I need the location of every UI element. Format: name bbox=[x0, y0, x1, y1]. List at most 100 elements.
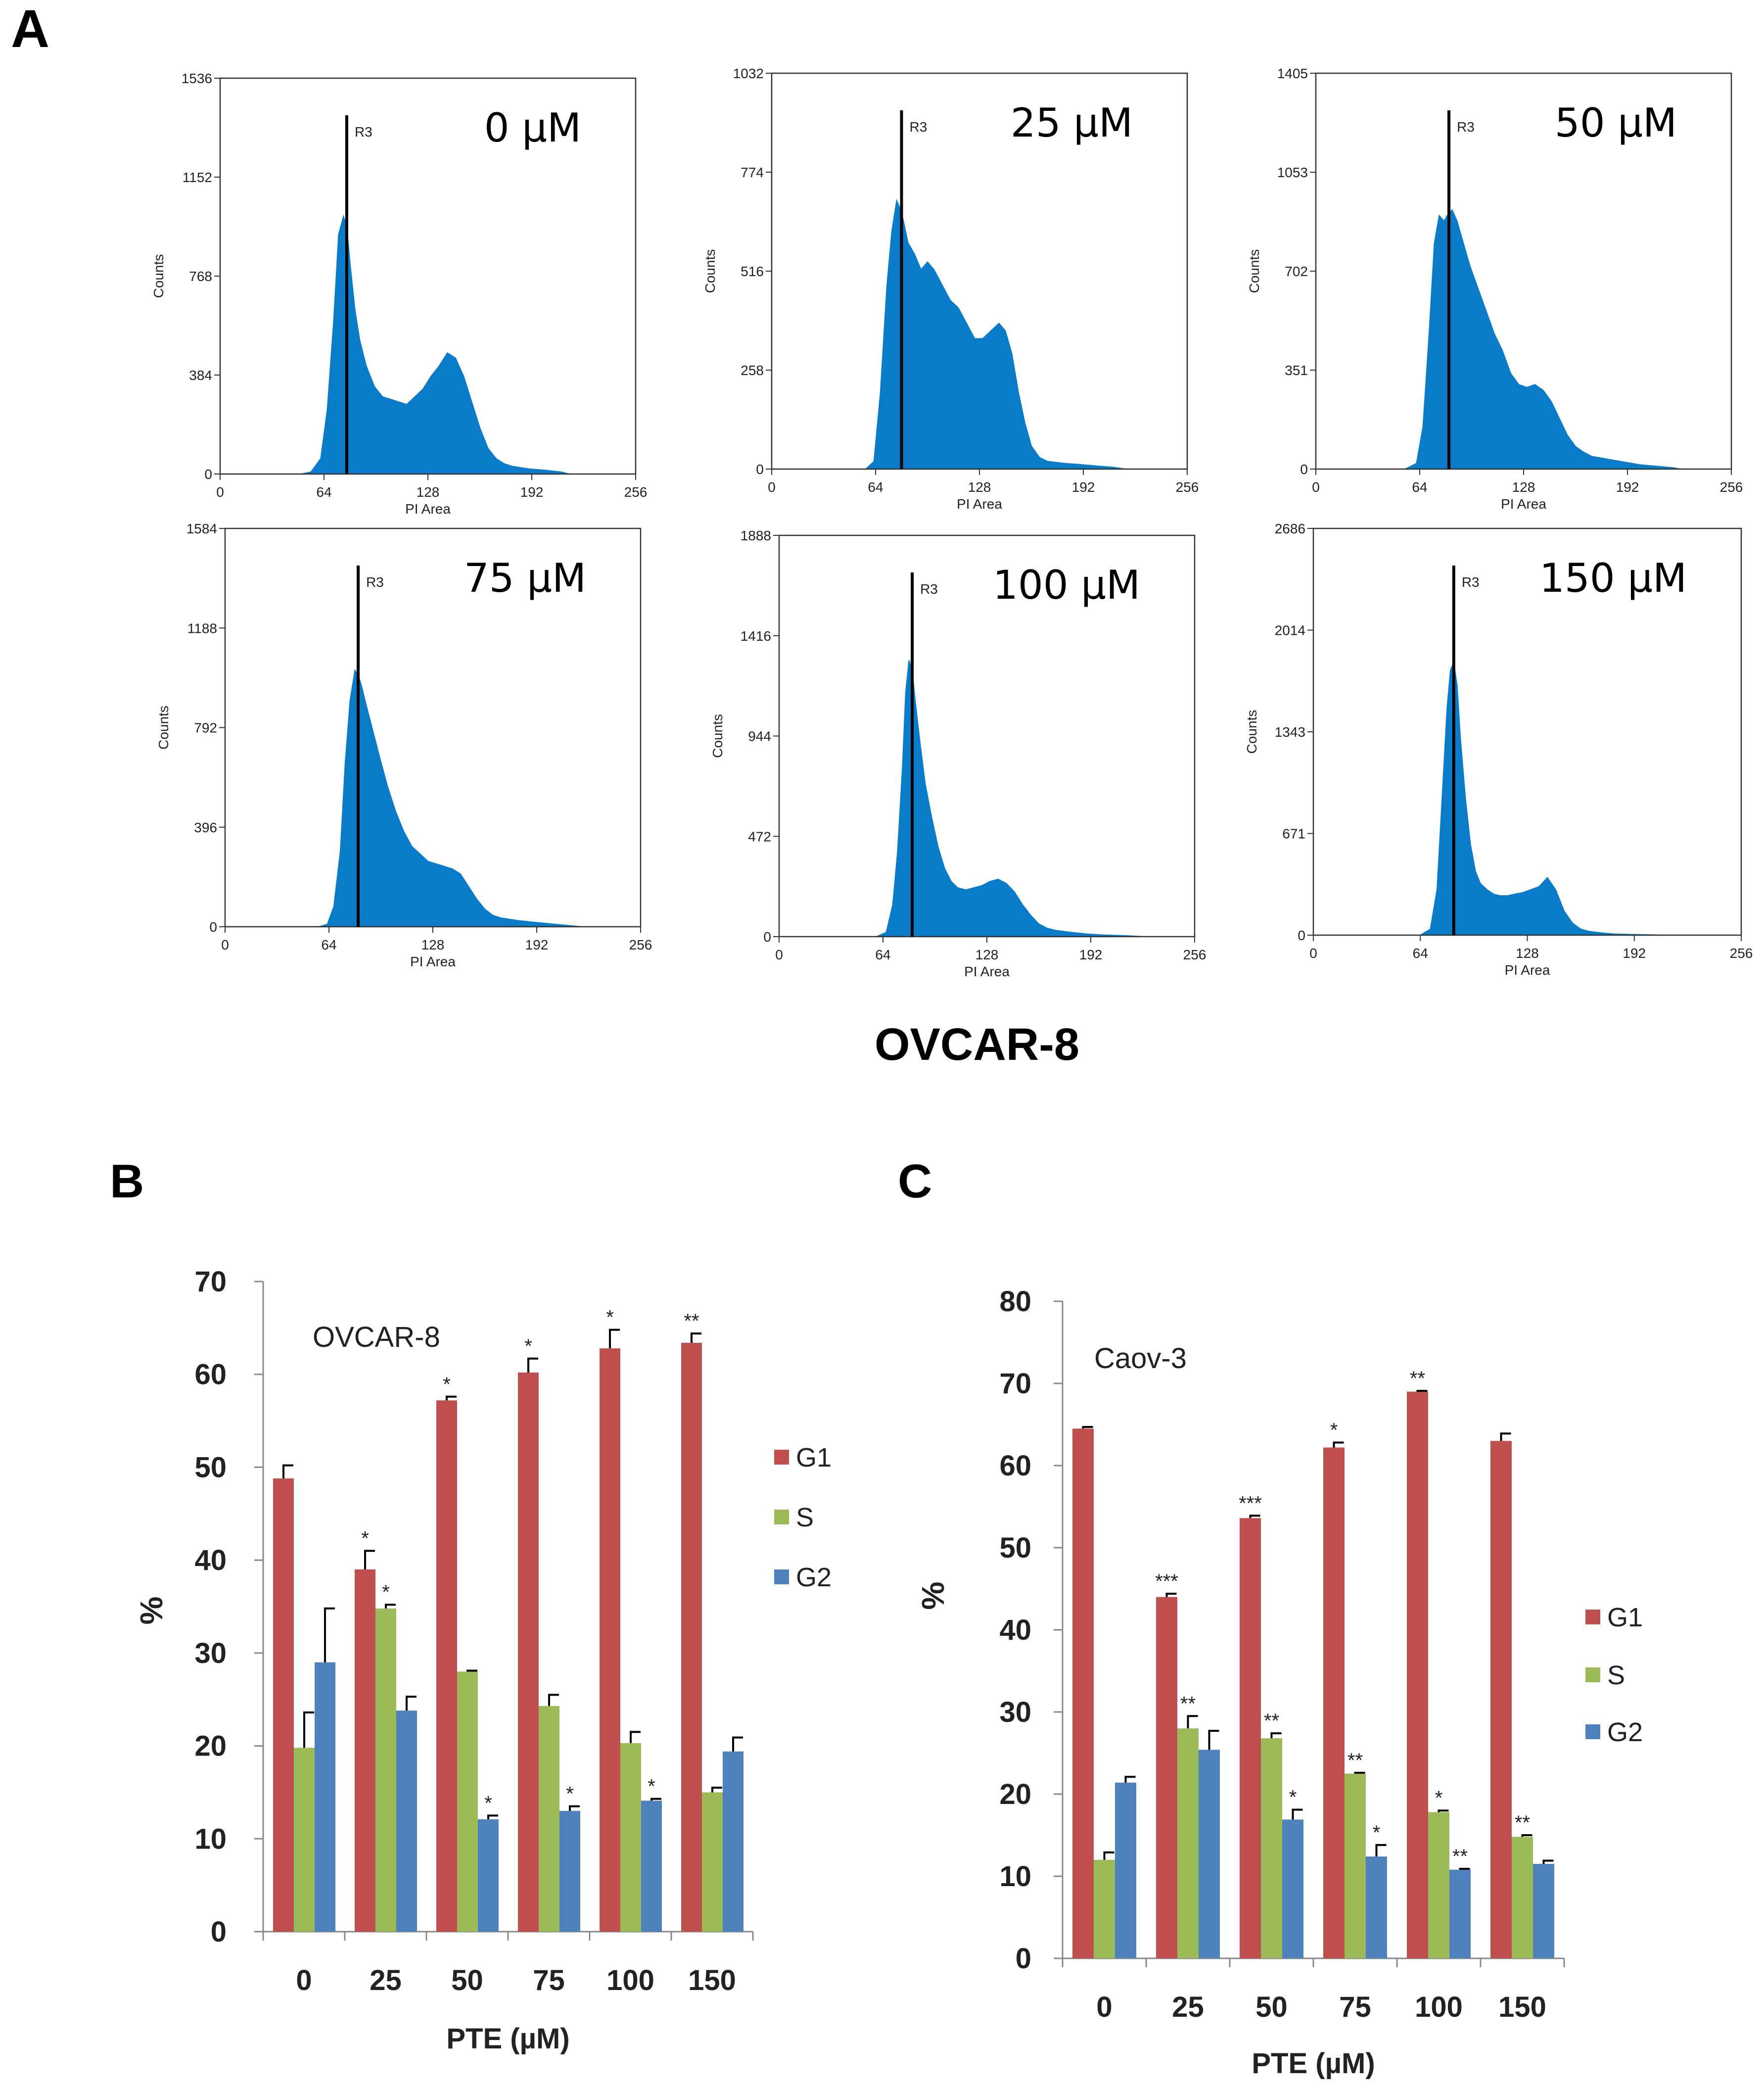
y-tick-label: 768 bbox=[189, 269, 212, 284]
significance-mark: ** bbox=[1347, 1750, 1363, 1771]
y-tick-label: 1405 bbox=[1277, 66, 1308, 81]
y-tick-label: 0 bbox=[763, 929, 771, 945]
histogram-area bbox=[301, 214, 569, 475]
x-tick-label: 25 bbox=[370, 1964, 402, 1996]
bar-g2 bbox=[1282, 1819, 1303, 1958]
x-tick-label: 256 bbox=[1183, 947, 1207, 962]
panel-label-b: B bbox=[110, 1155, 144, 1208]
y-axis-label: Counts bbox=[702, 249, 718, 293]
significance-mark: * bbox=[566, 1783, 574, 1805]
legend-swatch-s bbox=[774, 1510, 789, 1524]
x-tick-label: 64 bbox=[875, 947, 890, 962]
x-tick-label: 75 bbox=[533, 1964, 565, 1996]
y-tick-label: 0 bbox=[1016, 1943, 1031, 1975]
histogram-panel-5: R3 100 µM 0 64 128 192 256 PI Area 0 472 944 1416 18… bbox=[710, 528, 1206, 979]
y-tick-label: 10 bbox=[194, 1823, 227, 1855]
x-tick-label: 192 bbox=[1079, 947, 1103, 962]
x-tick-label: 256 bbox=[1730, 946, 1753, 961]
y-tick-label: 1888 bbox=[741, 528, 771, 543]
histogram-panel-6: R3 150 µM 0 64 128 192 256 PI Area 0 671 1343 2014 2… bbox=[1244, 521, 1753, 978]
y-tick-label: 10 bbox=[999, 1860, 1031, 1893]
significance-mark: ** bbox=[684, 1310, 699, 1332]
y-tick-label: 2014 bbox=[1275, 623, 1305, 638]
x-tick-label: 150 bbox=[1498, 1991, 1546, 2023]
y-tick-label: 60 bbox=[194, 1359, 227, 1391]
x-tick-label: 192 bbox=[520, 484, 544, 500]
significance-mark: * bbox=[443, 1374, 451, 1395]
significance-mark: * bbox=[382, 1581, 390, 1603]
bar-g2 bbox=[723, 1751, 743, 1932]
x-tick-label: 0 bbox=[216, 484, 224, 500]
y-tick-label: 1152 bbox=[183, 170, 212, 185]
x-axis-label: PI Area bbox=[964, 964, 1010, 979]
chart-title: Caov-3 bbox=[1094, 1342, 1187, 1375]
y-tick-label: 70 bbox=[194, 1266, 227, 1298]
significance-mark: *** bbox=[1155, 1570, 1178, 1592]
x-tick-label: 0 bbox=[1096, 1991, 1112, 2023]
y-tick-label: 40 bbox=[999, 1614, 1031, 1646]
y-tick-label: 0 bbox=[211, 1916, 227, 1948]
x-tick-label: 128 bbox=[421, 937, 445, 952]
y-tick-label: 472 bbox=[748, 829, 771, 844]
y-tick-label: 60 bbox=[999, 1450, 1031, 1482]
y-tick-label: 671 bbox=[1282, 826, 1305, 842]
x-axis-label: PTE (µM) bbox=[446, 2023, 569, 2055]
x-tick-label: 0 bbox=[1309, 946, 1317, 961]
y-tick-label: 792 bbox=[194, 720, 217, 736]
y-tick-label: 40 bbox=[194, 1544, 227, 1576]
bar-g2 bbox=[478, 1819, 499, 1932]
x-tick-label: 192 bbox=[525, 937, 549, 952]
bar-g1 bbox=[681, 1342, 702, 1932]
y-tick-label: 20 bbox=[194, 1730, 227, 1762]
x-tick-label: 64 bbox=[316, 484, 331, 500]
x-tick-label: 0 bbox=[296, 1964, 312, 1996]
x-tick-label: 128 bbox=[968, 479, 991, 495]
bar-g1 bbox=[1240, 1518, 1261, 1958]
y-axis-label: % bbox=[134, 1597, 169, 1625]
chart-title: OVCAR-8 bbox=[313, 1321, 440, 1353]
significance-mark: ** bbox=[1515, 1812, 1530, 1834]
x-tick-label: 128 bbox=[1512, 479, 1535, 495]
y-tick-label: 50 bbox=[194, 1451, 227, 1483]
significance-mark: ** bbox=[1452, 1846, 1468, 1867]
legend-swatch-g2 bbox=[774, 1569, 789, 1584]
gate-label: R3 bbox=[355, 124, 372, 140]
y-axis-label: Counts bbox=[1247, 249, 1262, 293]
gate-label: R3 bbox=[910, 119, 928, 135]
x-tick-label: 128 bbox=[1516, 946, 1539, 961]
significance-mark: * bbox=[648, 1776, 655, 1798]
x-tick-label: 256 bbox=[629, 937, 652, 952]
y-tick-label: 0 bbox=[1300, 462, 1308, 477]
x-tick-label: 64 bbox=[1412, 479, 1427, 495]
y-tick-label: 702 bbox=[1285, 264, 1308, 279]
histogram-area bbox=[319, 668, 582, 927]
significance-mark: * bbox=[1330, 1420, 1338, 1441]
bar-g2 bbox=[396, 1710, 417, 1932]
histogram-panel-4: R3 75 µM 0 64 128 192 256 PI Area 0 396 792 1188 158… bbox=[156, 521, 652, 969]
y-tick-label: 1536 bbox=[182, 71, 212, 86]
y-tick-label: 1416 bbox=[741, 628, 771, 644]
legend-label: G2 bbox=[1607, 1717, 1643, 1747]
legend-swatch-g1 bbox=[774, 1450, 789, 1465]
concentration-label: 50 µM bbox=[1555, 100, 1677, 146]
bar-g2 bbox=[1115, 1782, 1136, 1958]
x-tick-label: 0 bbox=[775, 947, 783, 962]
x-axis-label: PI Area bbox=[405, 501, 451, 517]
bar-g2 bbox=[1449, 1869, 1471, 1958]
bar-s bbox=[539, 1706, 559, 1932]
x-tick-label: 100 bbox=[606, 1964, 654, 1996]
y-tick-label: 50 bbox=[999, 1532, 1031, 1564]
histogram-area bbox=[864, 198, 1126, 470]
y-tick-label: 516 bbox=[741, 264, 764, 279]
bar-s bbox=[375, 1608, 396, 1932]
x-tick-label: 128 bbox=[417, 484, 440, 500]
significance-mark: * bbox=[1435, 1787, 1443, 1809]
significance-mark: ** bbox=[1264, 1710, 1279, 1732]
bar-s bbox=[1177, 1728, 1199, 1958]
histogram-panels: R3 0 µM 0 64 128 192 256 PI Area 0 384 768 1152 1536… bbox=[151, 66, 1753, 979]
y-tick-label: 384 bbox=[189, 368, 212, 383]
x-tick-label: 50 bbox=[1255, 1991, 1288, 2023]
